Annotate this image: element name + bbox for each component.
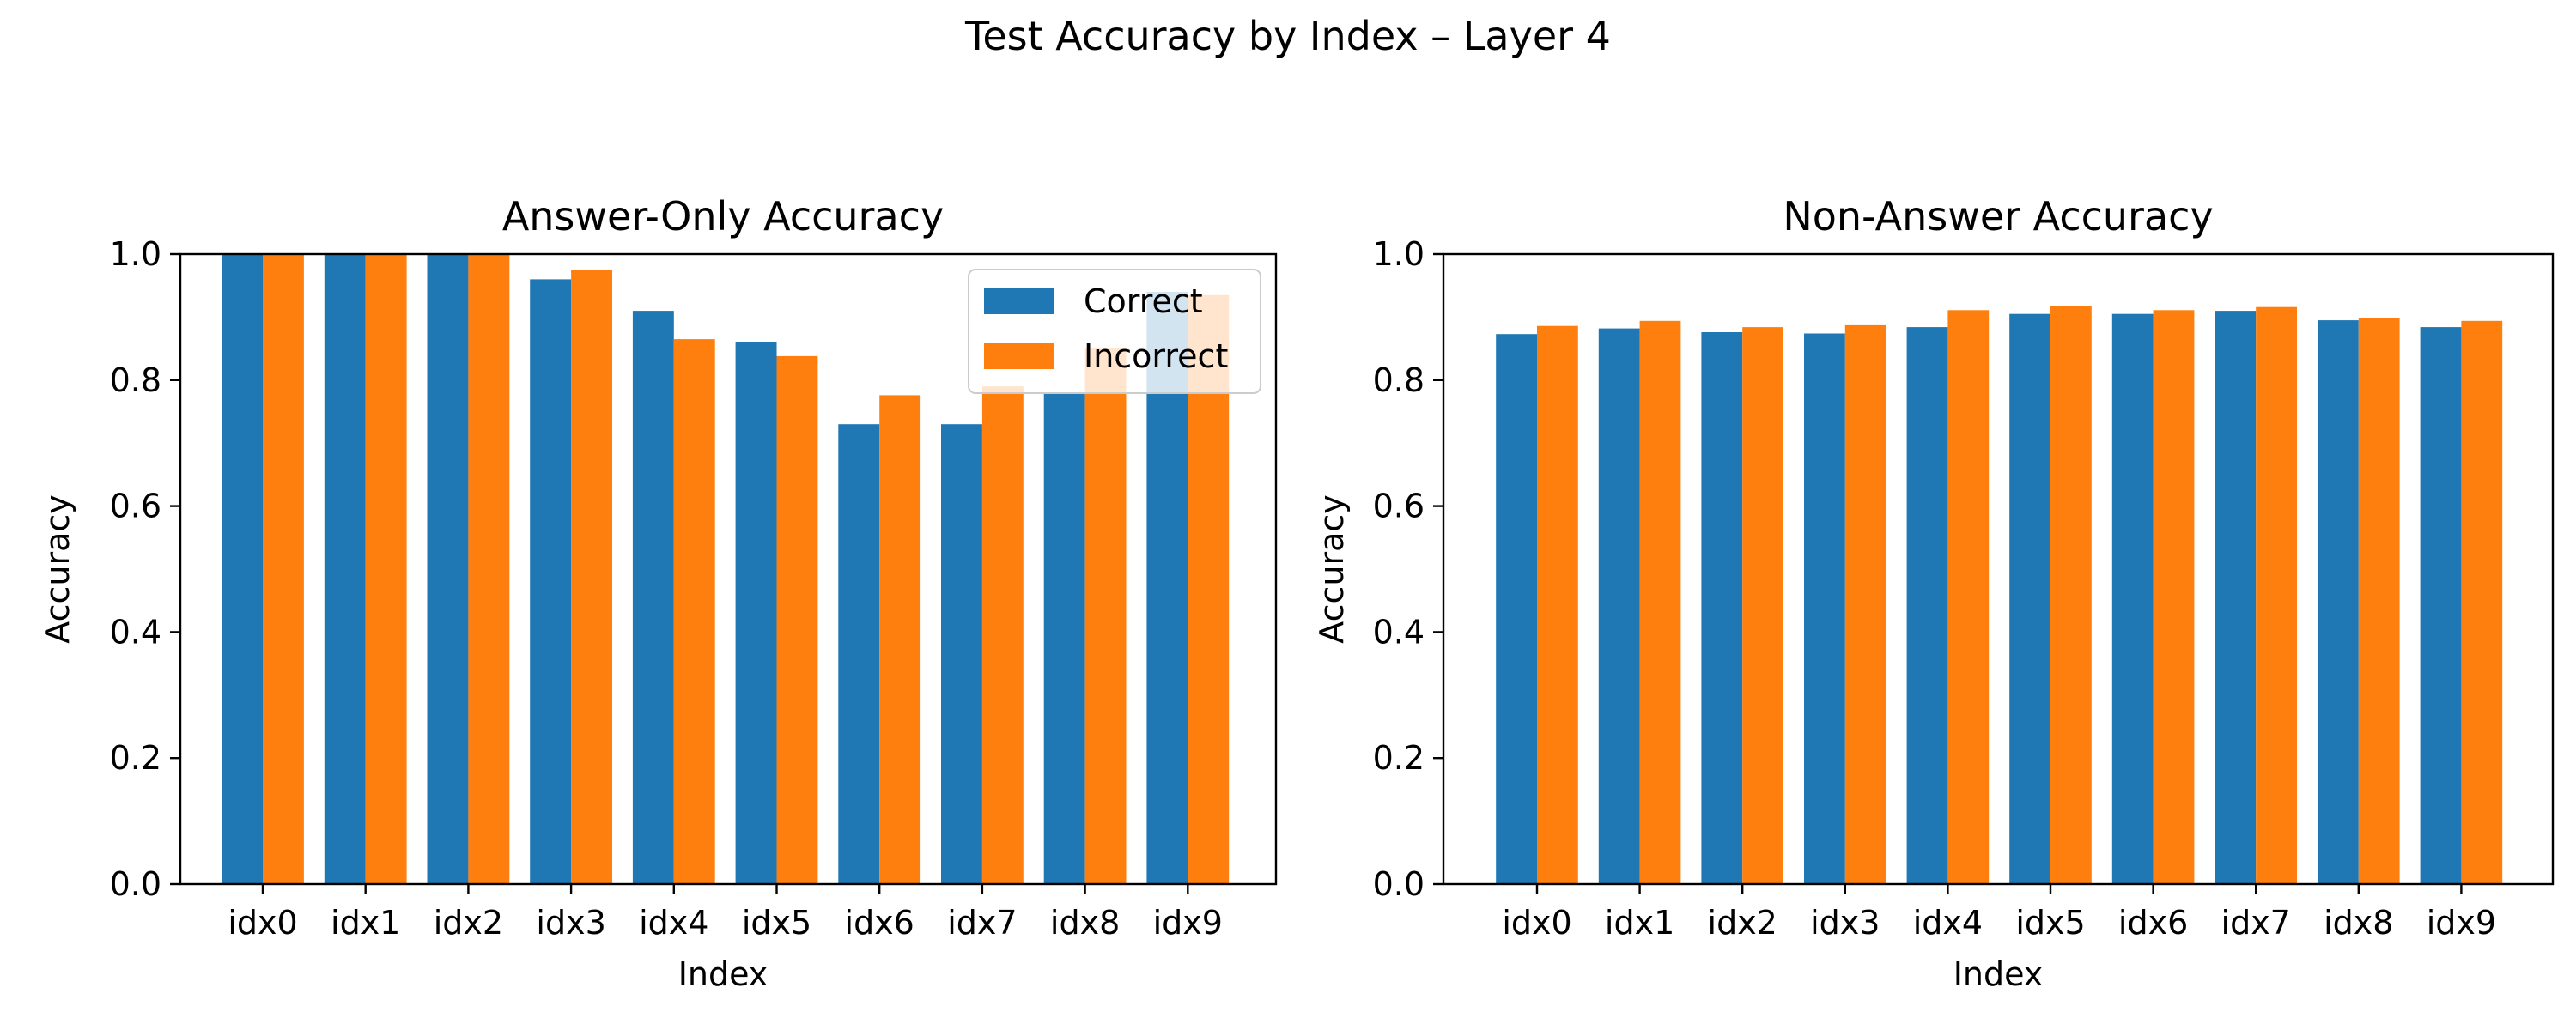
non-answer-bar-correct-idx7 (2215, 311, 2257, 885)
answer-only-y-label: Accuracy (39, 494, 76, 644)
non-answer-y-tick-label: 0.6 (1373, 488, 1425, 525)
non-answer-bar-correct-idx1 (1598, 328, 1640, 885)
non-answer-x-tick-label: idx2 (1708, 904, 1777, 942)
answer-only-x-tick-label: idx3 (536, 904, 605, 942)
answer-only-bar-incorrect-idx7 (981, 386, 1024, 885)
non-answer-x-ticks: idx0 idx1 idx2 idx3 idx4 idx5 idx6 idx7 idx8 idx9 (1502, 884, 2496, 942)
non-answer-bar-incorrect-idx8 (2358, 318, 2400, 884)
legend-label-correct: Correct (1084, 282, 1203, 320)
non-answer-y-label: Accuracy (1313, 494, 1351, 644)
answer-only-panel: Answer-Only Accuracy idx0 idx1 idx2 idx3 idx… (39, 193, 1278, 993)
non-answer-y-tick-label: 0.4 (1373, 613, 1425, 651)
answer-only-x-tick-label: idx0 (228, 904, 297, 942)
non-answer-x-tick-label: idx8 (2324, 904, 2393, 942)
non-answer-bar-incorrect-idx1 (1639, 320, 1681, 884)
non-answer-panel: Non-Answer Accuracy idx0 idx1 idx2 idx3 idx4… (1313, 193, 2555, 993)
answer-only-y-tick-label: 0.2 (110, 739, 161, 777)
answer-only-bar-correct-idx3 (530, 279, 572, 884)
answer-only-y-tick-label: 0.8 (110, 361, 161, 399)
answer-only-x-tick-label: idx8 (1050, 904, 1120, 942)
answer-only-y-ticks: 0.0 0.2 0.4 0.6 0.8 1.0 (110, 235, 180, 903)
answer-only-bar-incorrect-idx4 (673, 339, 715, 885)
non-answer-bar-correct-idx4 (1906, 327, 1948, 885)
answer-only-bar-correct-idx1 (324, 254, 366, 884)
answer-only-bar-incorrect-idx5 (776, 355, 818, 884)
answer-only-bar-correct-idx2 (427, 254, 469, 884)
non-answer-bar-correct-idx8 (2318, 320, 2359, 885)
answer-only-x-tick-label: idx2 (434, 904, 503, 942)
non-answer-x-tick-label: idx6 (2118, 904, 2188, 942)
non-answer-bar-incorrect-idx6 (2153, 310, 2195, 884)
answer-only-bar-incorrect-idx3 (571, 270, 612, 884)
answer-only-bar-incorrect-idx8 (1084, 348, 1127, 885)
legend-swatch-incorrect (984, 343, 1054, 369)
answer-only-x-tick-label: idx5 (742, 904, 811, 942)
answer-only-bar-incorrect-idx2 (468, 254, 510, 884)
non-answer-x-tick-label: idx5 (2015, 904, 2085, 942)
non-answer-bar-incorrect-idx9 (2461, 320, 2503, 884)
legend: Correct Incorrect (968, 269, 1261, 394)
answer-only-bar-incorrect-idx6 (879, 395, 921, 884)
answer-only-bar-correct-idx0 (222, 254, 263, 884)
answer-only-bar-correct-idx6 (838, 424, 880, 884)
non-answer-plot-frame (1442, 252, 2555, 886)
non-answer-bars (1496, 306, 2503, 885)
non-answer-bar-incorrect-idx4 (1947, 310, 1990, 884)
answer-only-x-label: Index (678, 955, 769, 993)
non-answer-bar-correct-idx6 (2111, 313, 2154, 884)
answer-only-x-tick-label: idx1 (331, 904, 400, 942)
figure-title: Test Accuracy by Index – Layer 4 (964, 13, 1611, 59)
answer-only-bar-incorrect-idx1 (365, 254, 407, 884)
answer-only-plot-frame (179, 252, 1278, 886)
answer-only-bar-correct-idx7 (941, 424, 982, 884)
answer-only-bar-correct-idx5 (735, 342, 777, 884)
answer-only-x-tick-label: idx7 (947, 904, 1017, 942)
non-answer-bar-incorrect-idx3 (1844, 324, 1886, 884)
non-answer-bar-correct-idx9 (2420, 327, 2462, 885)
non-answer-bar-correct-idx3 (1804, 333, 1845, 884)
answer-only-y-tick-label: 0.4 (110, 613, 161, 651)
non-answer-x-tick-label: idx4 (1913, 904, 1983, 942)
non-answer-x-tick-label: idx0 (1502, 904, 1571, 942)
answer-only-bar-correct-idx8 (1043, 392, 1085, 884)
non-answer-y-ticks: 0.0 0.2 0.4 0.6 0.8 1.0 (1373, 235, 1443, 903)
answer-only-y-tick-label: 0.6 (110, 488, 161, 525)
non-answer-x-tick-label: idx7 (2221, 904, 2291, 942)
answer-only-bar-correct-idx4 (632, 311, 674, 885)
non-answer-bar-incorrect-idx0 (1537, 325, 1578, 884)
non-answer-y-tick-label: 0.2 (1373, 739, 1425, 777)
legend-swatch-correct (984, 288, 1054, 314)
answer-only-x-tick-label: idx6 (845, 904, 914, 942)
non-answer-y-tick-label: 0.0 (1373, 865, 1425, 903)
non-answer-x-tick-label: idx9 (2427, 904, 2496, 942)
answer-only-x-tick-label: idx4 (639, 904, 708, 942)
non-answer-bar-correct-idx5 (2009, 313, 2050, 884)
non-answer-bar-incorrect-idx2 (1742, 327, 1783, 885)
legend-label-incorrect: Incorrect (1084, 337, 1228, 375)
answer-only-title: Answer-Only Accuracy (502, 193, 944, 239)
answer-only-y-tick-label: 1.0 (110, 235, 161, 273)
non-answer-y-tick-label: 1.0 (1373, 235, 1425, 273)
non-answer-bar-correct-idx2 (1701, 332, 1743, 884)
non-answer-x-label: Index (1953, 955, 2044, 993)
non-answer-y-tick-label: 0.8 (1373, 361, 1425, 399)
non-answer-x-tick-label: idx3 (1810, 904, 1880, 942)
answer-only-bar-incorrect-idx0 (263, 254, 304, 884)
answer-only-x-tick-label: idx9 (1153, 904, 1223, 942)
non-answer-bar-incorrect-idx5 (2050, 306, 2092, 884)
answer-only-x-ticks: idx0 idx1 idx2 idx3 idx4 idx5 idx6 idx7 idx8 idx9 (228, 884, 1223, 942)
non-answer-bar-correct-idx0 (1496, 334, 1537, 884)
non-answer-title: Non-Answer Accuracy (1783, 193, 2213, 239)
answer-only-bars (222, 254, 1230, 885)
non-answer-x-tick-label: idx1 (1605, 904, 1674, 942)
answer-only-y-tick-label: 0.0 (110, 865, 161, 903)
non-answer-bar-incorrect-idx7 (2256, 306, 2297, 884)
